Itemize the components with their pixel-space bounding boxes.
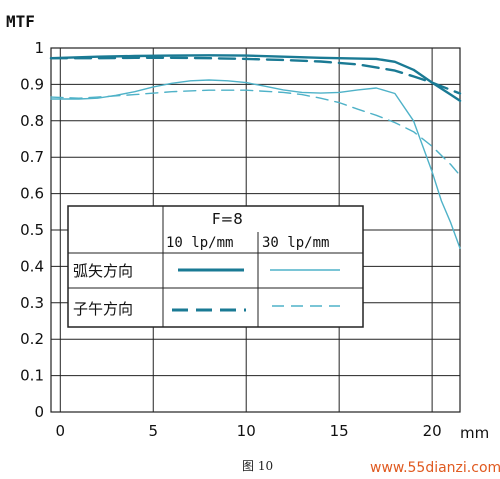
series-line-2 xyxy=(49,56,462,95)
y-axis-label: MTF xyxy=(6,12,35,31)
legend-col1: 10 lp/mm xyxy=(166,235,233,251)
legend-col2: 30 lp/mm xyxy=(262,235,329,251)
y-tick-label: 0.5 xyxy=(20,221,44,239)
y-tick-label: 0.4 xyxy=(20,257,44,275)
series-line-3 xyxy=(50,79,461,249)
y-tick-label: 0.8 xyxy=(20,112,44,130)
y-tick-label: 0.2 xyxy=(20,330,44,348)
y-tick-label: 0.1 xyxy=(20,367,44,385)
legend-box xyxy=(67,205,364,328)
axis-ticks: 00.10.20.30.40.50.60.70.80.910 5 10 15 20 xyxy=(20,39,442,440)
y-tick-label: 1 xyxy=(34,39,44,57)
x-tick-label: 0 xyxy=(56,422,66,440)
y-tick-label: 0.9 xyxy=(20,75,44,93)
y-tick-label: 0 xyxy=(34,403,44,421)
x-tick-label: 15 xyxy=(330,422,349,440)
legend: F=8 10 lp/mm 30 lp/mm 弧矢方向 子午方向 xyxy=(67,205,364,328)
legend-row2: 子午方向 xyxy=(73,300,133,318)
x-tick-label: 20 xyxy=(423,422,442,440)
x-tick-label: 5 xyxy=(148,422,158,440)
y-tick-label: 0.3 xyxy=(20,294,44,312)
x-tick-label: 10 xyxy=(237,422,256,440)
y-tick-label: 0.6 xyxy=(20,185,44,203)
chart-series xyxy=(49,54,462,249)
series-line-4 xyxy=(50,89,461,177)
series-line-1 xyxy=(49,54,462,103)
watermark: www.55dianzi.com xyxy=(370,460,500,476)
y-tick-label: 0.7 xyxy=(20,148,44,166)
figure-caption: 图 10 xyxy=(242,459,273,473)
x-axis-unit: mm xyxy=(460,424,489,442)
legend-header: F=8 xyxy=(212,210,243,228)
legend-row1: 弧矢方向 xyxy=(73,262,133,280)
